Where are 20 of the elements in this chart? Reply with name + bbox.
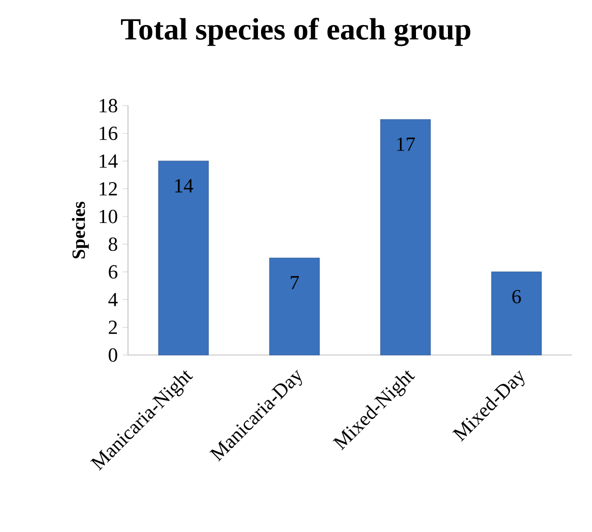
y-tick-label: 18 (100, 98, 118, 112)
y-tick-label: 2 (108, 320, 117, 334)
y-tick-label: 4 (108, 293, 118, 306)
y-tick-label: 0 (108, 348, 118, 362)
y-tick-label: 10 (100, 210, 118, 224)
bar (269, 258, 320, 356)
y-tick-label: 14 (100, 154, 118, 168)
y-tick-label: 6 (108, 265, 118, 279)
data-label: 7 (290, 276, 299, 290)
bar (380, 119, 431, 356)
chart-title: Total species of each group (120, 18, 470, 46)
y-axis-title: Species (72, 202, 89, 258)
data-label: 14 (175, 179, 194, 192)
y-tick-label: 8 (108, 237, 118, 251)
data-label: 6 (512, 290, 521, 304)
data-label: 17 (397, 138, 415, 151)
bar (158, 160, 209, 356)
y-tick-label: 12 (100, 182, 117, 196)
bar (491, 272, 542, 356)
y-tick-label: 16 (100, 126, 118, 140)
